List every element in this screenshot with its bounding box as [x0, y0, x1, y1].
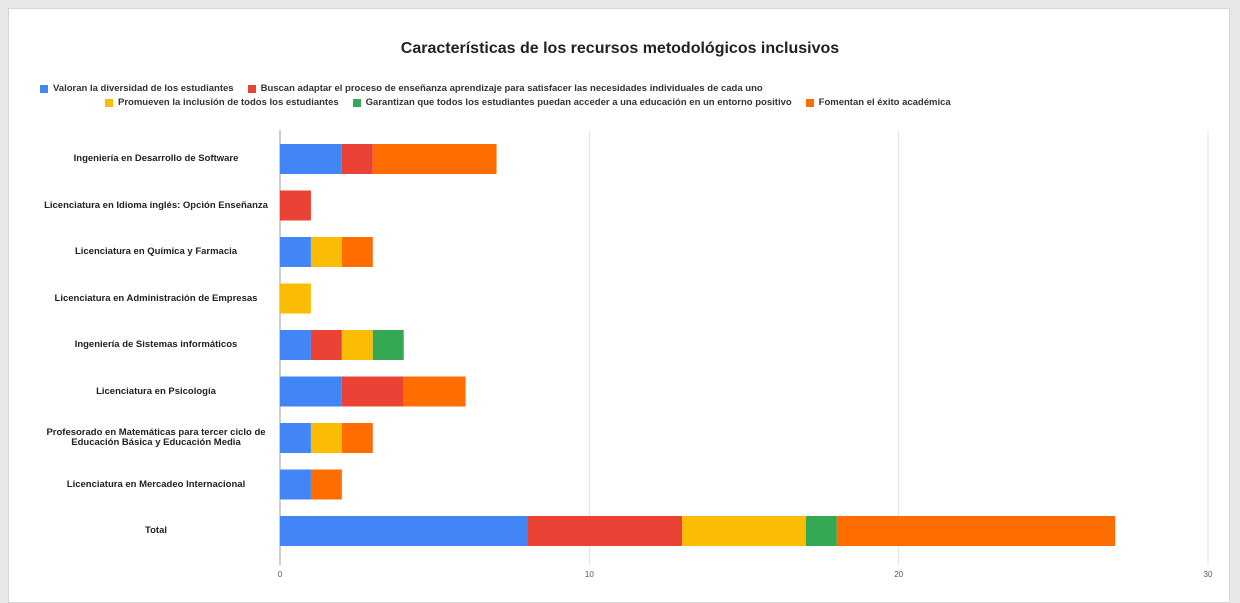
- chart-frame: [8, 8, 1230, 603]
- category-label: Licenciatura en Psicología: [96, 385, 216, 397]
- bar-segment: [280, 237, 311, 267]
- bar-segment: [372, 330, 404, 360]
- category-label: Total: [145, 525, 167, 536]
- bar-segment: [341, 330, 373, 360]
- legend-swatch: [805, 98, 814, 107]
- chart-title: Características de los recursos metodoló…: [400, 40, 840, 57]
- bar-segment: [280, 376, 342, 407]
- legend-label: Promueven la inclusión de todos los estu…: [118, 97, 339, 108]
- legend-swatch: [105, 98, 113, 107]
- bar-segment: [280, 469, 311, 500]
- bar-segment: [805, 516, 837, 546]
- bar-segment: [280, 283, 311, 314]
- legend-item: Promueven la inclusión de todos los estu…: [105, 97, 339, 108]
- legend-label: Garantizan que todos los estudiantes pue…: [365, 97, 792, 108]
- category-label: Licenciatura en Idioma inglés: Opción En…: [44, 199, 268, 211]
- bar-segment: [310, 237, 342, 267]
- bar-segment: [280, 423, 311, 453]
- legend-label: Buscan adaptar el proceso de enseñanza a…: [260, 83, 763, 94]
- bar-segment: [310, 469, 342, 500]
- legend-item: Buscan adaptar el proceso de enseñanza a…: [247, 83, 763, 94]
- legend-label: Fomentan el éxito académica: [818, 97, 951, 108]
- legend-item: Fomentan el éxito académica: [805, 97, 951, 108]
- legend-label: Valoran la diversidad de los estudiantes: [53, 83, 234, 94]
- legend-item: Garantizan que todos los estudiantes pue…: [352, 97, 792, 108]
- bar-segment: [527, 516, 683, 546]
- bar-segment: [280, 516, 528, 546]
- category-label: Licenciatura en Mercadeo Internacional: [66, 478, 246, 490]
- bar-segment: [280, 330, 311, 360]
- legend-row: Promueven la inclusión de todos los estu…: [105, 97, 951, 108]
- legend-row: Valoran la diversidad de los estudiantes…: [40, 83, 763, 94]
- legend-swatch: [40, 84, 48, 93]
- bar-segment: [682, 516, 806, 546]
- bar-segment: [310, 330, 342, 360]
- category-label: Licenciatura en Administración de Empres…: [54, 292, 258, 304]
- legend-swatch: [352, 98, 361, 107]
- bar-segment: [341, 144, 373, 174]
- bar-segment: [403, 376, 466, 407]
- bar-segment: [280, 190, 311, 221]
- bar-segment: [836, 516, 1116, 546]
- bar-segment: [280, 144, 342, 174]
- x-tick-label: 30: [1203, 570, 1213, 579]
- category-label: Licenciatura en Química y Farmacia: [74, 246, 238, 257]
- category-label: Ingeniería en Desarrollo de Software: [73, 153, 239, 164]
- x-tick-label: 10: [584, 570, 594, 579]
- x-tick-label: 20: [894, 570, 904, 579]
- bar-segment: [341, 376, 404, 407]
- bar-segment: [372, 144, 497, 174]
- bar-segment: [341, 423, 373, 453]
- x-tick-label: 0: [277, 570, 283, 579]
- category-label: Ingeniería de Sistemas informáticos: [74, 339, 238, 350]
- bar-segment: [310, 423, 342, 453]
- category-label: Profesorado en Matemáticas para tercer c…: [46, 427, 266, 448]
- bar-segment: [341, 237, 373, 267]
- legend-item: Valoran la diversidad de los estudiantes: [40, 83, 234, 94]
- legend-swatch: [247, 84, 256, 93]
